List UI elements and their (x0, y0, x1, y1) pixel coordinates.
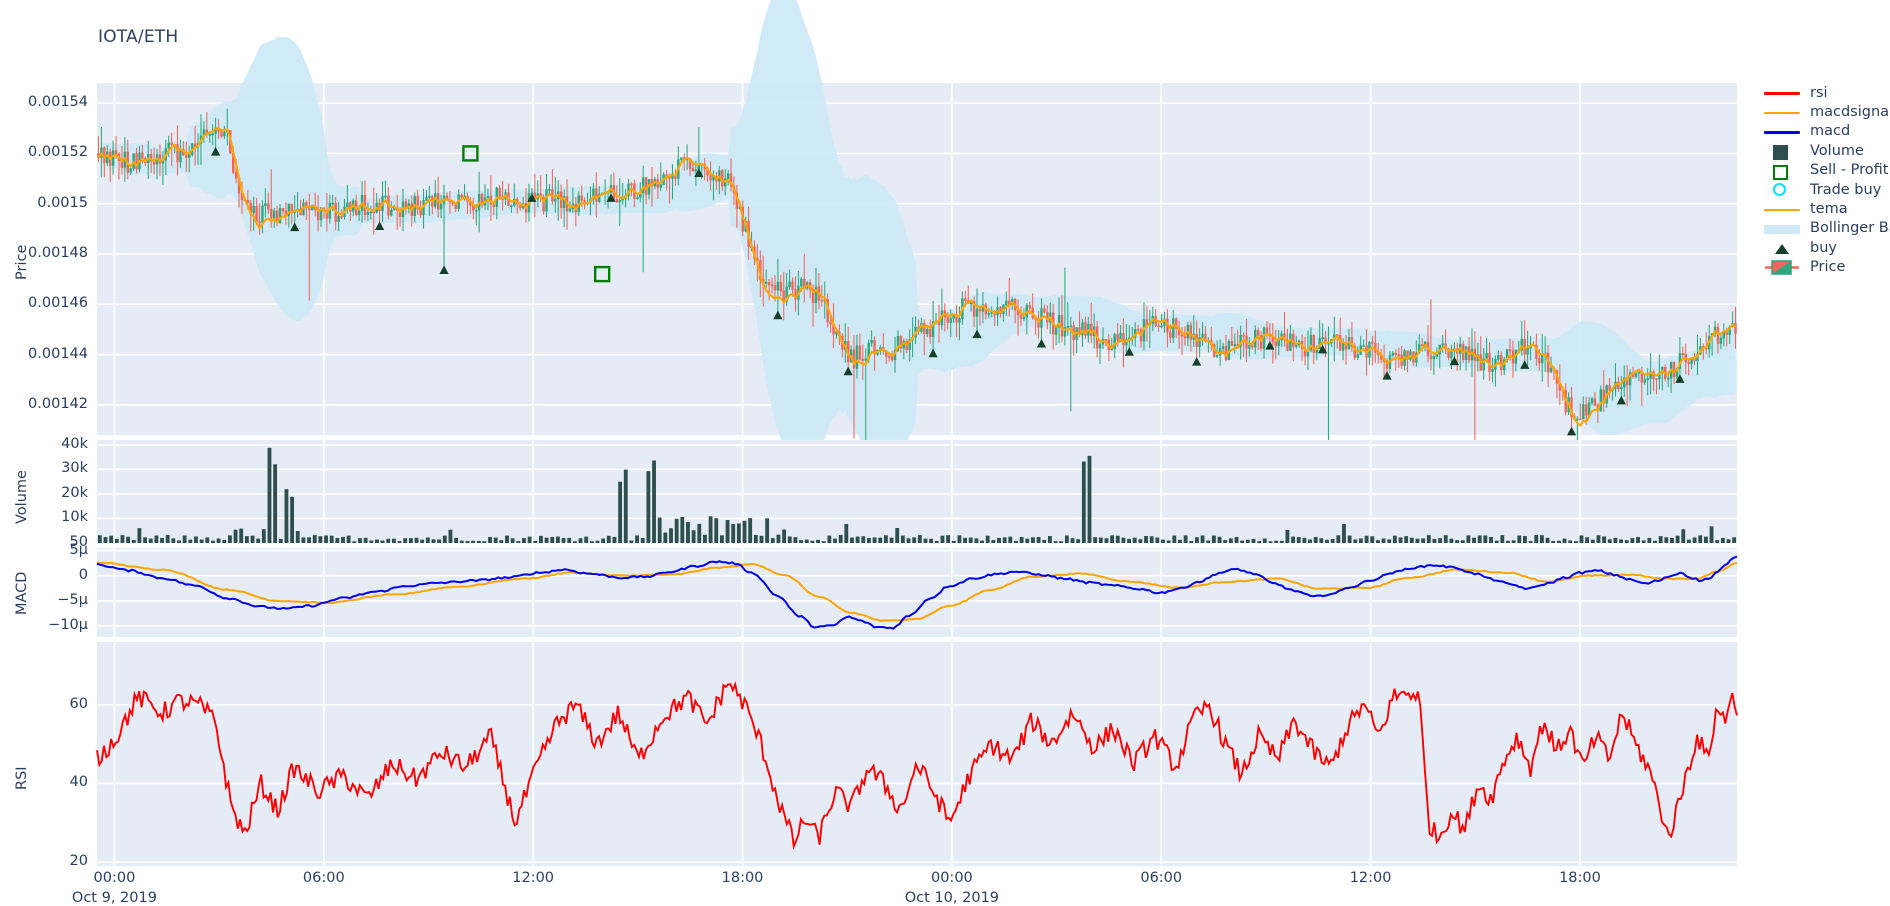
line-icon (1760, 122, 1804, 141)
circle-open-icon (1760, 180, 1804, 199)
price-ytick: 0.00148 (28, 244, 88, 261)
price-ytick: 0.00146 (28, 295, 88, 312)
legend-item-price[interactable]: Price (1760, 258, 1890, 277)
triangle-up-icon (1760, 238, 1804, 257)
legend-item-label: Sell - Profit (1810, 162, 1889, 179)
x-tick: 18:00 (721, 870, 764, 886)
legend-item-volume[interactable]: Volume (1760, 141, 1890, 161)
x-tick: 12:00 (512, 870, 555, 886)
price-ytick: 0.00142 (28, 395, 88, 412)
legend-item-sell-profit[interactable]: Sell - Profit (1760, 161, 1890, 180)
legend-item-label: Trade buy (1810, 181, 1882, 198)
macd-ytick: 5μ (69, 541, 88, 558)
rsi-ytick: 20 (69, 853, 88, 870)
legend-item-label: macd (1810, 123, 1851, 140)
legend-item-macdsignal[interactable]: macdsignal (1760, 102, 1890, 121)
square-filled-icon (1760, 141, 1804, 161)
price-ytick: 0.00144 (28, 345, 88, 362)
price-ytick: 0.00152 (28, 144, 88, 161)
price-ytick: 0.0015 (37, 194, 88, 211)
line-icon (1760, 83, 1804, 102)
rsi-ytick: 40 (69, 774, 88, 791)
volume-ytick: 20k (61, 484, 88, 501)
legend-item-label: Price (1810, 259, 1846, 276)
x-date-label: Oct 10, 2019 (904, 890, 1000, 906)
legend-item-label: rsi (1810, 84, 1828, 101)
macd-ytick: −5μ (57, 591, 88, 608)
x-tick: 00:00 (93, 870, 136, 886)
x-tick: 06:00 (302, 870, 345, 886)
macd-ytick: −10μ (48, 616, 88, 633)
page-title: IOTA/ETH (98, 27, 179, 47)
legend-item-label: buy (1810, 239, 1837, 256)
x-tick: 00:00 (930, 870, 973, 886)
volume-ytick: 50 (69, 533, 88, 550)
legend-item-label: Bollinger Band (1810, 220, 1890, 237)
legend-item-trade-buy[interactable]: Trade buy (1760, 180, 1890, 199)
x-tick: 12:00 (1349, 870, 1392, 886)
candlestick-icon (1760, 258, 1804, 277)
legend-item-macd[interactable]: macd (1760, 122, 1890, 141)
line-icon (1760, 103, 1804, 122)
band-icon (1760, 219, 1804, 238)
legend-item-bollinger-band[interactable]: Bollinger Band (1760, 219, 1890, 238)
legend-item-tema[interactable]: tema (1760, 199, 1890, 218)
x-tick: 06:00 (1140, 870, 1183, 886)
x-tick: 18:00 (1559, 870, 1601, 886)
legend-item-label: tema (1810, 201, 1848, 218)
square-open-icon (1760, 161, 1804, 180)
legend-item-rsi[interactable]: rsi (1760, 83, 1890, 102)
legend-item-label: Volume (1810, 142, 1864, 159)
legend-item-buy[interactable]: buy (1760, 238, 1890, 257)
legend: rsi macdsignal macd Volume Sell - Profit Trad… (1760, 83, 1890, 277)
rsi-ytick: 60 (69, 695, 88, 712)
macd-ytick: 0 (78, 566, 88, 583)
volume-ytick: 40k (61, 435, 88, 452)
volume-ytick: 10k (61, 509, 88, 526)
volume-ytick: 30k (61, 460, 88, 477)
legend-item-label: macdsignal (1810, 104, 1890, 121)
x-date-label: Oct 9, 2019 (71, 890, 157, 906)
line-icon (1760, 200, 1804, 219)
price-ytick: 0.00154 (28, 94, 88, 111)
